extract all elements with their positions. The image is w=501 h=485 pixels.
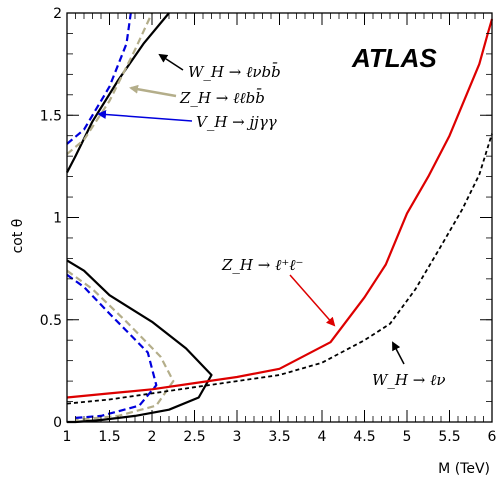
y-axis-title: cot θ xyxy=(10,219,26,254)
series-2-curve-1 xyxy=(66,273,158,419)
x-tick-label-1: 1.5 xyxy=(98,429,120,445)
axes-layer: 1 1.5 2 2.5 3 3.5 4 4.5 5 5.5 6 0 0.5 1 1.5 2 xyxy=(40,6,497,445)
annotation-wh-lv: W_H → ℓν xyxy=(372,371,445,389)
x-tick-label-5: 3.5 xyxy=(268,429,290,445)
x-tick-label-7: 4.5 xyxy=(353,429,375,445)
x-tick-label-2: 2 xyxy=(148,429,157,445)
y-tick-label-1: 0.5 xyxy=(40,313,62,329)
annotation-zh-llbb: Z_H → ℓℓbb̄ xyxy=(179,89,265,107)
series-3-curve-0 xyxy=(66,18,494,399)
x-tick-label-8: 5 xyxy=(403,429,412,445)
y-tick-label-3: 1.5 xyxy=(40,108,62,124)
x-axis-title: M (TeV) xyxy=(438,461,490,477)
x-tick-label-10: 6 xyxy=(488,429,497,445)
annotation-arrow-zh-llbb xyxy=(129,84,177,98)
y-tick-label-0: 0 xyxy=(53,415,62,431)
annotation-wh-lvbb: W_H → ℓνbb̄ xyxy=(188,63,281,81)
annotation-vh-jjgg: V_H → jjγγ xyxy=(196,113,277,131)
series-0-curve-0 xyxy=(66,12,170,174)
annotation-arrow-zh-ll xyxy=(289,274,336,327)
series-1-curve-1 xyxy=(66,269,175,422)
annotation-arrow-wh-lv xyxy=(392,341,405,365)
series-4-curve-0 xyxy=(66,133,493,405)
x-tick-label-3: 2.5 xyxy=(183,429,205,445)
x-tick-label-4: 3 xyxy=(233,429,242,445)
series-0-curve-1 xyxy=(66,259,213,424)
x-tick-label-0: 1 xyxy=(63,429,72,445)
atlas-label: ATLAS xyxy=(351,43,437,73)
annotation-arrow-vh-jjgg xyxy=(97,110,193,122)
y-tick-label-4: 2 xyxy=(53,6,62,22)
series-1-curve-0 xyxy=(66,12,153,155)
annotation-zh-ll: Z_H → ℓ⁺ℓ⁻ xyxy=(221,256,303,274)
annotation-arrow-wh-lvbb xyxy=(158,53,184,71)
y-tick-label-2: 1 xyxy=(53,211,62,227)
series-2-curve-0 xyxy=(66,12,132,145)
x-tick-label-9: 5.5 xyxy=(438,429,460,445)
series-layer xyxy=(66,12,494,424)
x-tick-label-6: 4 xyxy=(318,429,327,445)
